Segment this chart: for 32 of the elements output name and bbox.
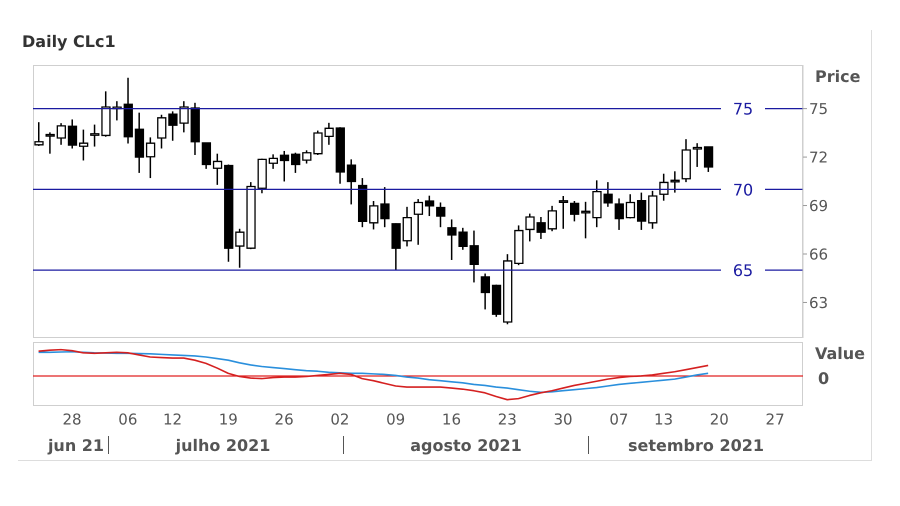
y-tick-label: 75: [809, 100, 828, 118]
x-tick-label: 12: [162, 410, 182, 429]
candlestick: [558, 196, 568, 229]
x-tick-label: 09: [386, 410, 406, 429]
ref-line-label: 65: [732, 261, 754, 280]
candlestick: [692, 143, 702, 167]
y-axis-title: Value: [815, 344, 866, 363]
text: julho 2021: [174, 436, 272, 455]
x-tick-label: 23: [498, 410, 517, 429]
x-tick-label: 28: [62, 410, 82, 429]
text: agosto 2021: [409, 436, 523, 455]
y-tick-label: 63: [809, 294, 828, 312]
x-tick-label: 26: [274, 410, 294, 429]
x-tick-label: 30: [554, 410, 573, 429]
x-tick-label: 27: [766, 410, 785, 429]
x-tick-label: 19: [218, 410, 238, 429]
ref-line-label: 0: [818, 368, 830, 388]
x-tick-label: 16: [442, 410, 462, 429]
ref-line-label: 70: [732, 180, 754, 200]
y-axis-title: Price: [815, 67, 860, 86]
ref-line-label: 75: [732, 100, 754, 119]
y-tick-label: 69: [809, 196, 828, 215]
y-tick-label: 72: [809, 148, 828, 166]
text: setembro 2021: [627, 436, 765, 455]
x-tick-label: 20: [710, 410, 729, 429]
x-tick-label: 13: [654, 410, 674, 429]
y-tick-label: 66: [809, 245, 828, 264]
x-tick-label: 06: [118, 410, 138, 429]
x-tick-label: 07: [609, 410, 628, 429]
text: jun 21: [46, 436, 106, 455]
chart-title: Daily CLc1: [22, 32, 116, 51]
x-tick-label: 02: [330, 410, 350, 429]
